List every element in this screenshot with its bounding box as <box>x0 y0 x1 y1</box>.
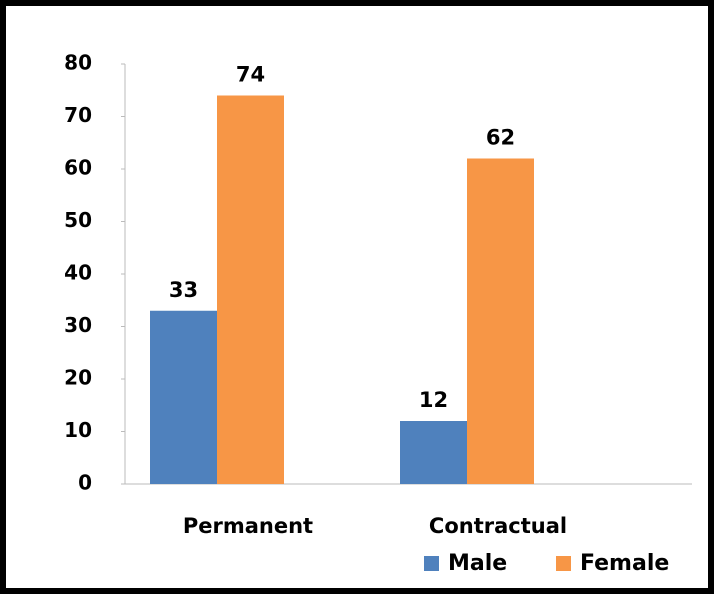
y-tick-label: 70 <box>64 103 92 127</box>
bar <box>467 158 534 484</box>
y-tick-label: 50 <box>64 208 92 232</box>
y-tick-label: 40 <box>64 261 92 285</box>
y-tick-label: 0 <box>78 471 92 495</box>
x-tick-label: Contractual <box>429 514 567 538</box>
legend-swatch <box>424 556 439 571</box>
x-tick-label: Permanent <box>183 514 313 538</box>
legend-label: Female <box>580 551 669 576</box>
bar <box>400 421 467 484</box>
legend-swatch <box>556 556 571 571</box>
bar <box>150 310 217 484</box>
data-label: 12 <box>419 388 448 412</box>
y-tick-label: 80 <box>64 51 92 75</box>
y-tick-label: 20 <box>64 366 92 390</box>
y-tick-label: 10 <box>64 418 92 442</box>
y-tick-label: 30 <box>64 313 92 337</box>
y-tick-label: 60 <box>64 156 92 180</box>
data-label: 74 <box>236 63 265 87</box>
legend-label: Male <box>448 551 507 576</box>
data-label: 62 <box>486 126 515 150</box>
bar <box>217 95 284 484</box>
data-label: 33 <box>169 278 198 302</box>
